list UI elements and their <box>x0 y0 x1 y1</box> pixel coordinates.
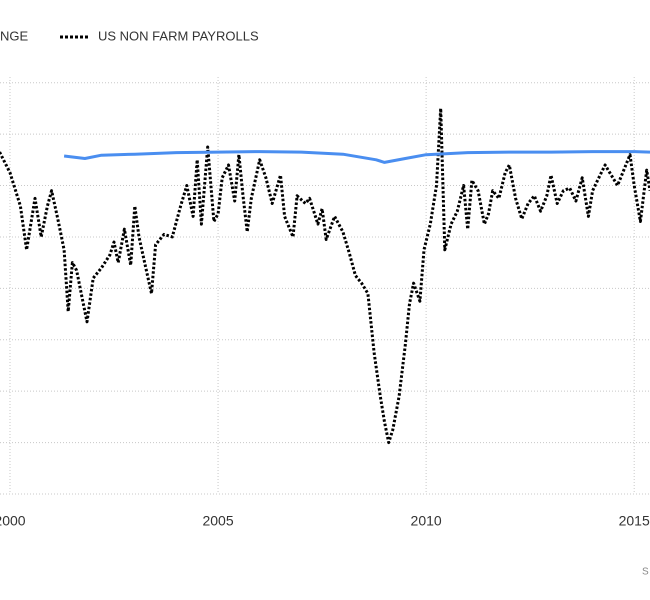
legend-label: US NON FARM PAYROLLS <box>98 28 259 43</box>
series-line <box>0 106 650 445</box>
x-tick-label: 2005 <box>202 513 233 529</box>
legend-label: NGE <box>0 28 29 43</box>
series-line <box>63 150 650 164</box>
x-tick-label: 2000 <box>0 513 26 529</box>
x-tick-label: 2015 <box>619 513 650 529</box>
source: S <box>642 567 649 578</box>
x-tick-label: 2010 <box>411 513 442 529</box>
